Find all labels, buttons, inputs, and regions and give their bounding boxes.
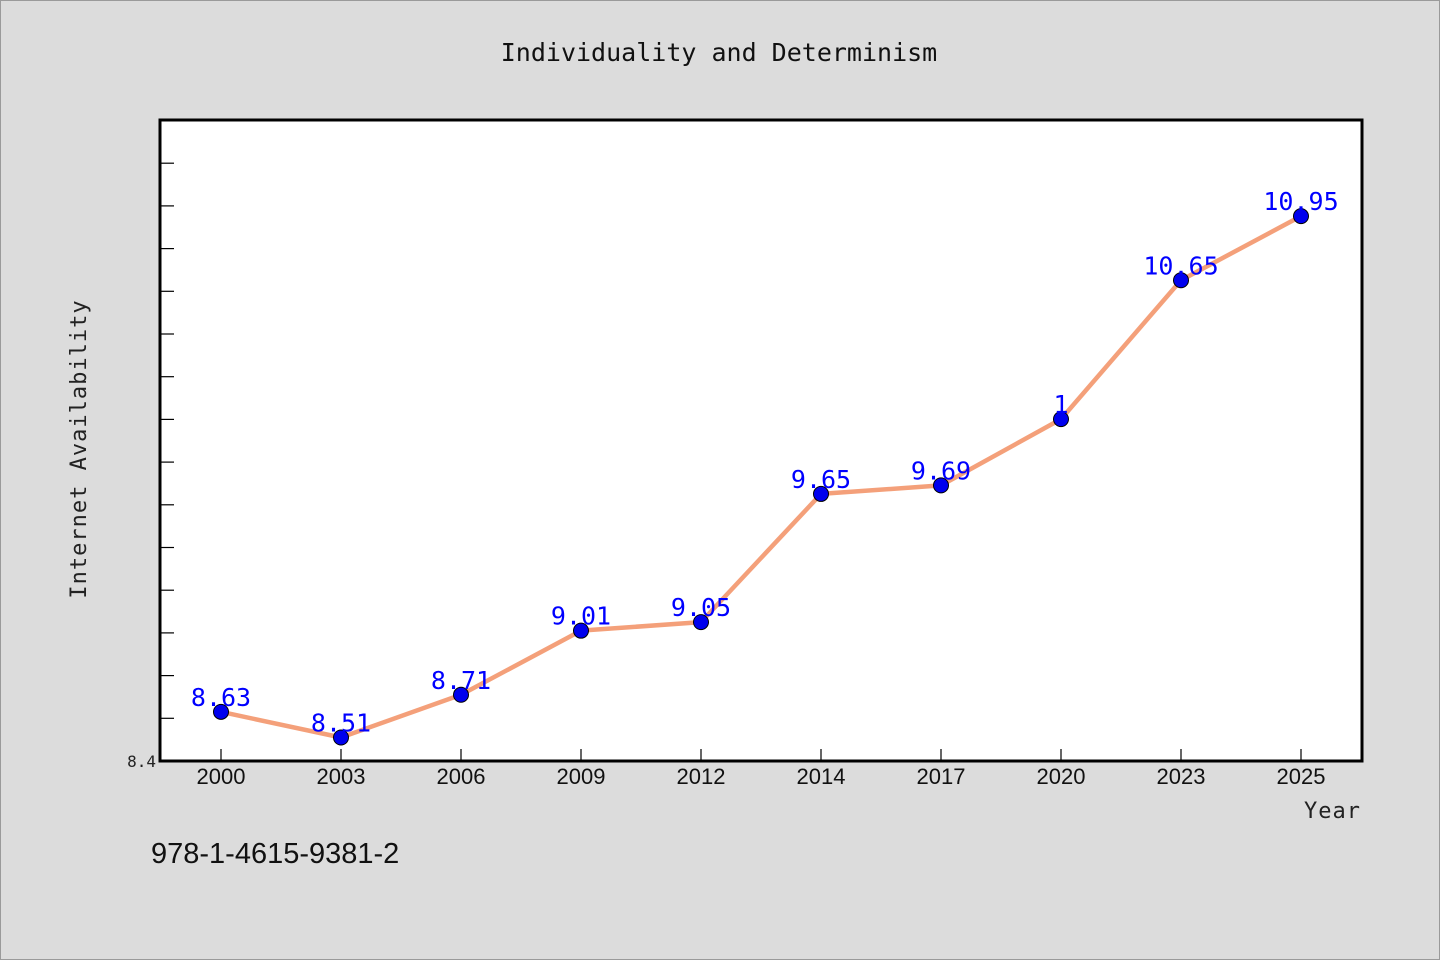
data-point (333, 729, 349, 746)
series-layer (213, 208, 1309, 746)
x-tick-label: 2012 (677, 764, 726, 789)
data-labels-layer: 8.63 8.51 8.71 9.01 9.05 9.65 9.69 1 10.65 10.95 (191, 187, 1339, 737)
data-label: 1 (1053, 390, 1068, 419)
data-point (453, 686, 469, 703)
x-tick-label: 2017 (917, 764, 966, 789)
x-tick-label: 2020 (1037, 764, 1086, 789)
x-tick-label: 2003 (317, 764, 366, 789)
x-tick-label: 2023 (1157, 764, 1206, 789)
data-point (813, 485, 829, 502)
data-label: 8.63 (191, 683, 251, 712)
data-label: 9.05 (671, 593, 731, 622)
x-tick-label: 2009 (557, 764, 606, 789)
data-label: 8.71 (431, 666, 491, 695)
y-axis-ticks: 8.4 (127, 162, 174, 771)
y-axis-label: Internet Availability (67, 299, 92, 598)
x-axis-ticks: 2000 2003 2006 2009 2012 2014 2017 2020 2023 2025 (197, 749, 1326, 789)
plot-area (158, 118, 1364, 763)
series-line (218, 213, 1304, 740)
data-point (573, 622, 589, 639)
x-tick-label: 2006 (437, 764, 486, 789)
x-tick-label: 2000 (197, 764, 246, 789)
data-point (1053, 411, 1069, 428)
footer-identifier: 978-1-4615-9381-2 (151, 838, 399, 870)
data-point (213, 703, 229, 720)
data-point (693, 614, 709, 631)
x-tick-label: 2014 (797, 764, 846, 789)
data-point (1293, 208, 1309, 225)
data-label: 9.01 (551, 602, 611, 631)
x-tick-label: 2025 (1277, 764, 1326, 789)
y-tick-label: 8.4 (127, 752, 156, 771)
x-axis-label: Year (1304, 799, 1361, 824)
data-label: 9.65 (791, 465, 851, 494)
data-point (933, 477, 949, 494)
chart-title: Individuality and Determinism (501, 38, 938, 67)
data-label: 10.65 (1143, 251, 1218, 280)
data-label: 9.69 (911, 456, 971, 485)
data-point (1173, 272, 1189, 289)
data-label: 10.95 (1263, 187, 1338, 216)
data-label: 8.51 (311, 708, 371, 737)
